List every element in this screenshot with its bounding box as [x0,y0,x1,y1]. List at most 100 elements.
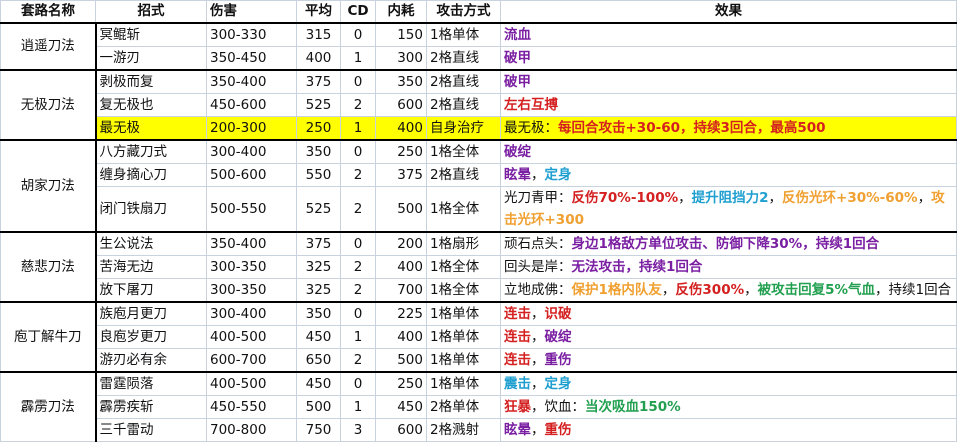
effect: 震击，定身 [500,371,957,396]
effect-segment: 反伤70%-100% [571,190,679,206]
effect: 立地成佛：保护1格内队友，反伤300%，被攻击回复5%气血，持续1回合 [500,278,957,303]
average: 315 [296,22,341,47]
effect-segment: ， [678,190,692,206]
move-name: 最无极 [95,116,207,141]
damage: 400-500 [206,325,297,349]
internal-cost: 400 [375,325,427,349]
move-name: 游刃必有余 [95,348,207,373]
effect-segment: 立地成佛： [504,282,572,298]
average: 525 [296,93,341,117]
average: 450 [296,371,341,396]
effect-segment: 重伤 [544,352,572,368]
attack-type: 1格单体 [426,348,501,373]
move-name: 闭门铁扇刀 [95,186,207,233]
effect: 左右互搏 [500,93,957,117]
effect-segment: ， [531,329,545,345]
average: 525 [296,186,341,233]
damage: 500-600 [206,163,297,187]
move-name: 雷霆陨落 [95,371,207,396]
move-name: 缠身摘心刀 [95,163,207,187]
attack-type: 2格直线 [426,163,501,187]
cooldown: 2 [340,186,376,233]
effect: 破甲 [500,69,957,94]
effect-segment: 提升阻挡力2 [691,190,769,206]
attack-type: 1格全体 [426,255,501,279]
effect-segment: 回头是岸： [504,259,572,275]
effect-segment: 连击 [504,306,531,322]
effect-segment: 攻击光环+300 [504,190,945,228]
attack-type: 1格单体 [426,325,501,349]
header-row: 套路名称 招式 伤害 平均 CD 内耗 攻击方式 效果 [0,0,957,24]
internal-cost: 400 [375,116,427,141]
attack-type: 1格全体 [426,186,501,233]
effect: 回头是岸：无法攻击，持续1回合 [500,255,957,279]
effect-segment: 破绽 [504,144,531,160]
attack-type: 2格直线 [426,46,501,71]
attack-type: 1格全体 [426,278,501,303]
average: 250 [296,116,341,141]
effect-segment: 每回合攻击+30-60，持续3回合，最高500 [558,120,826,136]
move-name: 冥鲲斩 [95,22,207,47]
average: 550 [296,163,341,187]
average: 400 [296,46,341,71]
effect-segment: 狂暴 [504,399,531,415]
effect-segment: 左右互搏 [504,97,558,113]
table-row: 一游刃 350-450 400 1 300 2格直线 破甲 [1,46,957,71]
cooldown: 0 [340,139,376,164]
average: 375 [296,69,341,94]
group-name: 慈悲刀法 [0,231,97,303]
table-row: 无极刀法 剥极而复 350-400 375 0 350 2格直线 破甲 [0,69,957,141]
effect-segment: ， [531,376,545,392]
effect-segment: ，持续1回合 [875,282,952,298]
damage: 350-400 [206,231,297,256]
effect-segment: 光刀青甲： [504,190,572,206]
effect-segment: 眩晕 [504,422,531,438]
move-name: 复无极也 [95,93,207,117]
effect-segment: ，饮血： [531,399,585,415]
effect-segment: 连击 [504,329,531,345]
effect-segment: 眩晕 [504,167,531,183]
damage: 500-550 [206,186,297,233]
effect-segment: 最无极： [504,120,558,136]
table-row: 三千雷动 700-800 750 3 600 2格溅射 眩晕，重伤 [1,418,957,442]
effect-segment: 反伤光环+30%-60% [782,190,918,206]
effect: 流血 [500,22,957,47]
effect-segment: 连击 [504,352,531,368]
table-row: 逍遥刀法 冥鲲斩 300-330 315 0 150 1格单体 流血 [0,22,957,71]
effect-segment: 震击 [504,376,531,392]
table-row: 良庖岁更刀 400-500 450 1 400 1格单体 连击，破绽 [1,325,957,349]
average: 325 [296,278,341,303]
internal-cost: 600 [375,93,427,117]
header-move: 招式 [95,0,207,24]
effect-segment: ， [531,422,545,438]
internal-cost: 500 [375,348,427,373]
effect-segment: 破绽 [544,329,572,345]
table-row: 放下屠刀 300-350 325 2 700 1格全体 立地成佛：保护1格内队友，反伤300… [1,278,957,303]
effect-segment: ， [768,190,783,206]
cooldown: 2 [340,278,376,303]
cooldown: 0 [340,22,376,47]
effect-segment: ， [531,167,545,183]
internal-cost: 200 [375,231,427,256]
damage: 200-300 [206,116,297,141]
cooldown: 2 [340,163,376,187]
internal-cost: 150 [375,22,427,47]
damage: 300-330 [206,22,297,47]
group-name: 霹雳刀法 [0,371,97,442]
table-row: 最无极 200-300 250 1 400 自身治疗 最无极：每回合攻击+30-60，持续3… [1,116,957,141]
damage: 300-400 [206,139,297,164]
header-effect: 效果 [500,0,957,24]
header-cd: CD [340,0,376,24]
table-row: 游刃必有余 600-700 650 2 500 1格单体 连击，重伤 [1,348,957,373]
table-row: 霹雳疾斩 450-550 500 1 450 2格单体 狂暴，饮血：当次吸血150% [1,395,957,419]
attack-type: 1格单体 [426,301,501,326]
effect: 连击，识破 [500,301,957,326]
internal-cost: 375 [375,163,427,187]
damage: 450-600 [206,93,297,117]
effect-segment: 反伤300% [675,282,745,298]
table-body: 逍遥刀法 冥鲲斩 300-330 315 0 150 1格单体 流血 一游刃 350-450 400… [0,22,957,442]
cooldown: 1 [340,325,376,349]
effect: 眩晕，定身 [500,163,957,187]
table-row: 缠身摘心刀 500-600 550 2 375 2格直线 眩晕，定身 [1,163,957,187]
